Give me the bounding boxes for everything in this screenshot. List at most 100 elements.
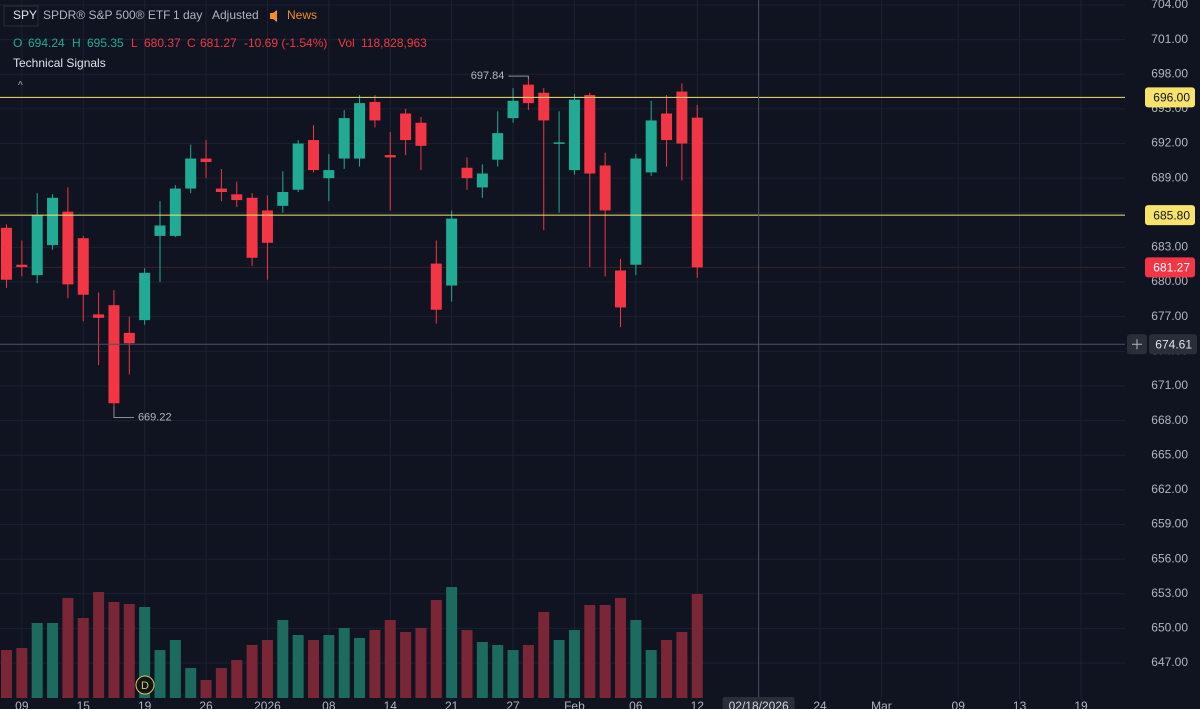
y-tick-label: 680.00	[1151, 274, 1188, 288]
header: SPY SPDR® S&P 500® ETF 1 day Adjusted Ne…	[3, 5, 427, 695]
candle-body	[77, 238, 89, 295]
y-tick-label: 689.00	[1151, 170, 1188, 184]
crosshair-plus	[1132, 339, 1142, 350]
x-tick-label: 2026	[254, 699, 281, 709]
candle-body	[16, 264, 28, 268]
candle-body	[630, 158, 642, 265]
volume-bar	[169, 639, 181, 698]
open-value: 694.24	[28, 36, 65, 50]
high-leader	[508, 75, 529, 80]
y-tick-label: 704.00	[1151, 0, 1188, 11]
y-tick-label: 671.00	[1151, 378, 1188, 392]
volume-value: 118,828,963	[361, 36, 427, 50]
volume-bar	[246, 644, 258, 698]
volume-bar	[308, 639, 319, 698]
volume-bar	[31, 622, 43, 698]
x-tick-label: 21	[445, 699, 459, 709]
candle-body	[553, 142, 565, 144]
candle-body	[93, 314, 105, 318]
last-price-box	[1145, 257, 1195, 278]
volume-bar	[323, 634, 335, 698]
volume-bar	[522, 644, 534, 698]
price-line-box	[1145, 205, 1195, 226]
open-label: O	[13, 36, 22, 50]
volume-bar	[553, 639, 565, 698]
marker-circle[interactable]	[135, 675, 155, 695]
price-line-label: 696.00	[1153, 91, 1190, 105]
high-label: H	[72, 36, 81, 50]
candle-body	[384, 155, 396, 158]
volume-bar	[584, 604, 596, 698]
candle-body	[154, 225, 166, 236]
interval[interactable]: 1 day	[173, 8, 202, 22]
symbol[interactable]: SPY	[13, 8, 37, 22]
y-tick-label: 653.00	[1151, 586, 1188, 600]
candle-body	[415, 122, 427, 146]
volume-bar	[384, 620, 396, 698]
candle-body	[691, 117, 703, 268]
volume-bar	[691, 594, 703, 698]
x-tick-label: 09	[15, 699, 29, 709]
y-tick-label: 656.00	[1151, 551, 1188, 565]
candle-body	[584, 95, 596, 174]
candle-body	[231, 194, 243, 201]
change: -10.69 (-1.54%)	[244, 36, 327, 50]
candle-body	[277, 192, 289, 206]
candle-body	[446, 218, 458, 286]
low-value: 680.37	[144, 36, 181, 50]
volume-bar	[661, 639, 673, 698]
collapse[interactable]: ^	[18, 81, 23, 92]
volume-bar	[77, 618, 89, 698]
volume-bar	[645, 650, 657, 698]
last-price-label: 681.27	[1153, 261, 1190, 275]
news-icon[interactable]	[270, 10, 277, 22]
high-value: 695.35	[87, 36, 124, 50]
volume-bar	[446, 587, 458, 698]
x-tick-label: Mar	[871, 699, 892, 709]
candle-body	[47, 197, 59, 246]
candle-body	[338, 118, 350, 159]
volume-bar	[538, 611, 550, 698]
y-tick-label: 668.00	[1151, 413, 1188, 427]
candle-body	[200, 158, 212, 162]
low-label: L	[131, 36, 138, 50]
candle-body	[661, 113, 673, 141]
news[interactable]: News	[287, 8, 317, 22]
x-tick-label: 13	[1013, 699, 1027, 709]
volume-bar	[231, 660, 243, 698]
marker[interactable]: D	[141, 680, 149, 692]
candle-body	[615, 270, 626, 308]
signals[interactable]: Technical Signals	[13, 56, 106, 70]
volume-bar	[1, 650, 12, 698]
adjustment[interactable]: Adjusted	[212, 8, 259, 22]
y-tick-label: 692.00	[1151, 136, 1188, 150]
candle-body	[323, 170, 335, 179]
volume-bar	[615, 597, 626, 698]
candle-body	[676, 91, 688, 144]
volume-bar	[200, 679, 212, 698]
x-highlight-box	[722, 697, 795, 709]
price-line-box	[1145, 87, 1195, 108]
volume-bar	[277, 620, 289, 698]
volume-bar	[369, 629, 381, 698]
y-tick-label: 683.00	[1151, 240, 1188, 254]
volume-label: Vol	[338, 36, 355, 50]
x-tick-label: 12	[691, 699, 705, 709]
volume-bar	[16, 648, 28, 698]
y-tick-label: 677.00	[1151, 309, 1188, 323]
marks	[1, 76, 703, 698]
low-leader	[113, 406, 134, 418]
volume-bar	[47, 622, 59, 698]
candle-body	[139, 272, 151, 321]
candle-body	[568, 99, 580, 171]
candle-body	[31, 215, 43, 276]
y-tick-label: 650.00	[1151, 621, 1188, 635]
volume-bar	[630, 620, 642, 698]
x-tick-label: 27	[506, 699, 520, 709]
x-tick-label: Feb	[564, 699, 585, 709]
candle-body	[292, 143, 304, 190]
x-tick-label: 15	[77, 699, 91, 709]
symbol-box[interactable]	[3, 5, 39, 27]
